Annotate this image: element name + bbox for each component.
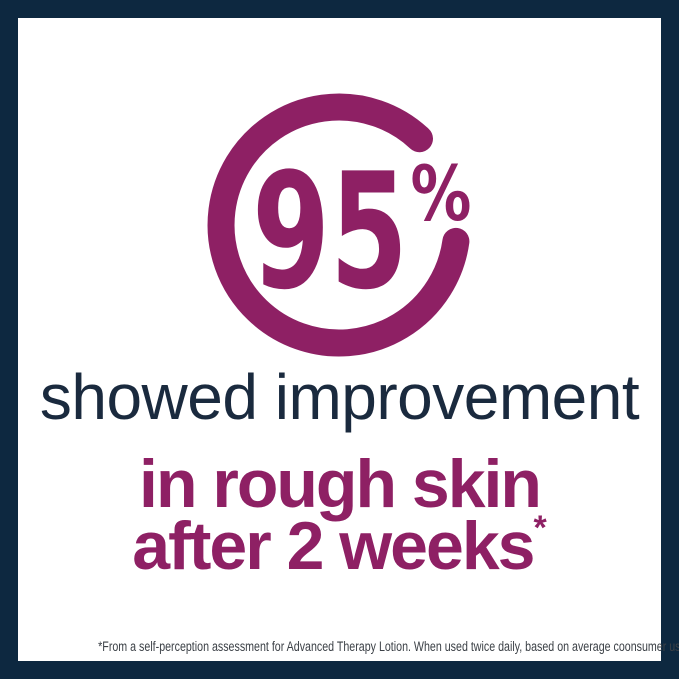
subheadline-line1: in rough skin — [139, 446, 542, 522]
subheadline: in rough skin after 2 weeks* — [18, 450, 661, 589]
ring-arc — [207, 93, 470, 357]
stat-value: 95 — [252, 139, 408, 326]
footnote: *From a self-perception assessment for A… — [18, 639, 679, 654]
stat-percent-symbol: % — [411, 150, 472, 238]
footnote-asterisk: * — [533, 509, 547, 547]
stat-ring-icon: 95 % — [207, 93, 472, 357]
headline: showed improvement — [39, 361, 640, 433]
content-card: 95 % showed improvement in rough skin af… — [18, 18, 679, 661]
subheadline-line2: after 2 weeks — [132, 508, 535, 584]
footnote-text: *From a self-perception assessment for A… — [98, 639, 679, 654]
